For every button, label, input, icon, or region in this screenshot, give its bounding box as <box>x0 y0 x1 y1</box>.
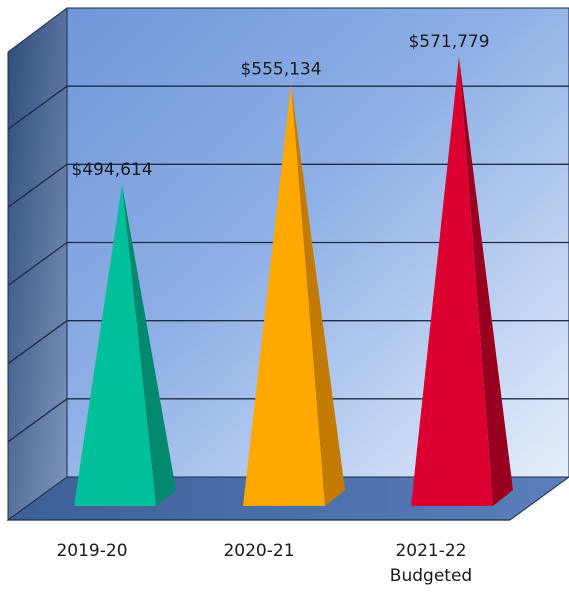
data-labels: $494,614 $555,134 $571,779 <box>71 32 489 180</box>
bar-side-face <box>291 84 345 506</box>
bar-2020-21 <box>243 84 345 506</box>
x-tick-label: 2021-22 <box>395 541 466 561</box>
gridline-side <box>7 85 68 130</box>
gridline-side <box>7 320 68 365</box>
bar-side-face <box>122 184 176 506</box>
x-tick-label: Budgeted <box>390 566 472 586</box>
gridline-side <box>7 398 68 443</box>
x-tick-label: 2020-21 <box>223 541 294 561</box>
x-tick-label: 2019-20 <box>56 541 127 561</box>
data-label: $494,614 <box>71 160 152 180</box>
bar-front-face <box>243 84 325 506</box>
gridline-side <box>7 241 68 287</box>
bars <box>74 56 513 506</box>
bar-front-face <box>411 56 493 506</box>
bar-front-face <box>74 184 156 506</box>
data-label: $555,134 <box>240 59 321 79</box>
bar-2019-20 <box>74 184 176 506</box>
bar-side-face <box>459 56 513 506</box>
gridline-side <box>7 163 68 208</box>
data-label: $571,779 <box>408 32 489 52</box>
bar-2021-22 <box>411 56 513 506</box>
x-axis-tick-labels: 2019-20 2020-21 2021-22 Budgeted <box>56 541 472 586</box>
